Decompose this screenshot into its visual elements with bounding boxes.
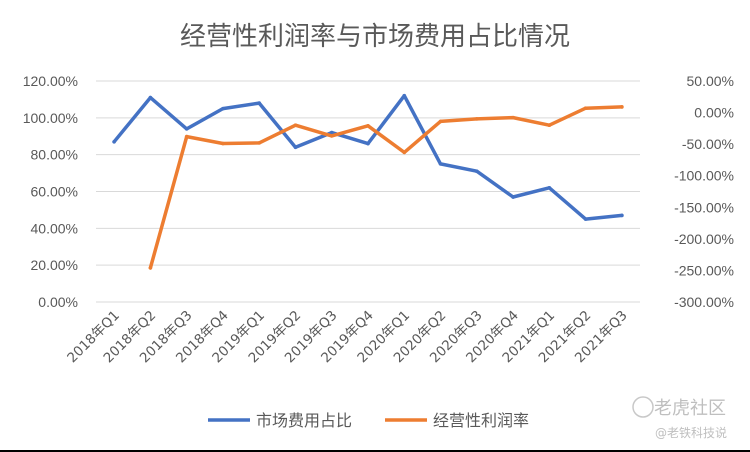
data-point [221,141,225,146]
y-right-tick-label: 50.00% [687,73,734,89]
series-lines [112,93,624,270]
data-point [148,95,153,100]
y-axis-right: -300.00% -250.00% -200.00% -150.00% -100.00%… [674,73,734,310]
bottom-border [0,450,750,452]
y-right-tick-label: -250.00% [674,262,734,278]
data-point [329,130,334,135]
data-point [475,117,479,121]
data-point [112,139,116,144]
data-point [583,106,588,110]
y-right-tick-label: -100.00% [674,168,734,184]
data-point [402,150,407,155]
legend-label: 经营性利润率 [433,411,529,430]
data-point [620,105,624,109]
y-left-tick-label: 120.00% [23,73,78,89]
chart-title: 经营性利润率与市场费用占比情况 [180,22,570,52]
watermark-logo-icon [632,396,654,418]
watermark-handle: @老铁科技说 [655,425,727,440]
data-point [366,141,370,146]
data-point [329,134,334,138]
y-left-tick-label: 80.00% [31,147,78,163]
data-point [475,169,479,174]
data-point [293,123,298,127]
data-point [184,127,189,131]
y-left-tick-label: 0.00% [38,294,78,310]
data-point [547,123,552,127]
data-point [184,134,189,139]
y-left-tick-label: 40.00% [31,220,78,236]
data-point [257,141,262,145]
y-left-tick-label: 20.00% [31,257,78,273]
watermark-brand: 老虎社区 [654,398,726,419]
series-line [112,93,624,221]
data-point [293,145,298,150]
data-point [438,162,443,166]
data-point [148,266,153,270]
y-right-tick-label: -150.00% [674,199,734,215]
series-line [148,105,624,270]
data-point [438,119,443,124]
y-left-tick-label: 100.00% [23,110,78,126]
data-point [583,217,588,221]
data-point [257,101,262,105]
y-right-tick-label: -200.00% [674,231,734,247]
data-point [511,115,515,120]
watermark: 老虎社区 @老铁科技说 [632,396,727,440]
gridlines [96,80,640,303]
y-right-tick-label: 0.00% [694,105,734,121]
y-right-tick-label: -50.00% [682,136,734,152]
y-left-tick-label: 60.00% [31,184,78,200]
y-axis-left: 0.00% 20.00% 40.00% 60.00% 80.00% 100.00% 120.… [23,73,78,310]
y-right-tick-label: -300.00% [674,294,734,310]
data-point [221,106,225,111]
legend: 市场费用占比 经营性利润率 [208,411,529,430]
data-point [366,124,370,128]
data-point [620,213,624,218]
data-point [547,186,552,190]
data-point [511,195,515,199]
x-axis: 2018年Q12018年Q22018年Q32018年Q42019年Q12019年… [64,308,630,367]
data-point [402,93,407,98]
legend-label: 市场费用占比 [256,411,352,430]
